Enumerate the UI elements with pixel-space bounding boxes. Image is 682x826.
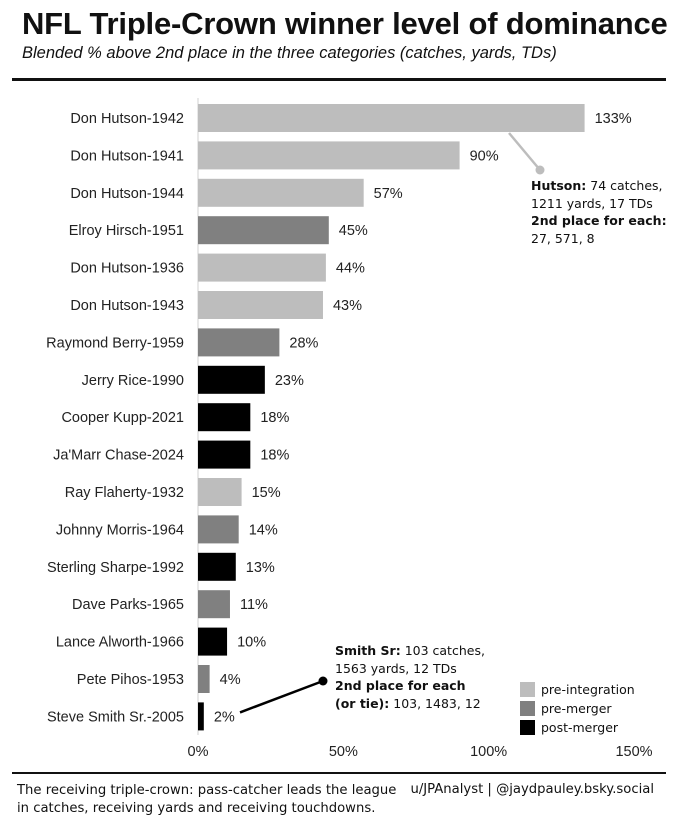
x-tick-label-100: 100%	[470, 744, 507, 760]
bar-elroy-hirsch-1951	[198, 216, 329, 245]
bar-don-hutson-1943	[198, 291, 323, 319]
x-tick-label-150: 150%	[615, 744, 652, 760]
value-label-sterling-sharpe-1992: 13%	[246, 560, 275, 576]
bar-cooper-kupp-2021	[198, 403, 251, 432]
annotation-hutson-marker	[535, 165, 545, 175]
value-label-dave-parks-1965: 11%	[240, 597, 268, 613]
annotation-smith-marker	[318, 676, 328, 686]
value-label-don-hutson-1936: 44%	[336, 261, 365, 277]
bar-don-hutson-1944	[198, 178, 364, 207]
category-label-dave-parks-1965: Dave Parks-1965	[72, 597, 184, 613]
legend-label-pre-merger: pre-merger	[541, 701, 612, 716]
value-label-lance-alworth-1966: 10%	[237, 635, 266, 651]
bar-sterling-sharpe-1992	[198, 552, 236, 581]
value-label-cooper-kupp-2021: 18%	[260, 410, 289, 426]
legend-swatch-post-merger	[520, 720, 535, 735]
bar-pete-pihos-1953	[198, 665, 210, 693]
value-label-don-hutson-1944: 57%	[374, 186, 403, 202]
category-label-lance-alworth-1966: Lance Alworth-1966	[56, 635, 184, 651]
annotation-smith-text2: 103, 1483, 12	[389, 695, 481, 711]
annotation-hutson-bold1: Hutson:	[531, 178, 587, 193]
footer-divider	[12, 772, 666, 774]
annotation-smith-text1: 103 catches, 1563 yards, 12 TDs	[335, 643, 485, 676]
legend-item-post-merger: post-merger	[520, 718, 635, 737]
annotation-smith-bold1: Smith Sr:	[335, 643, 401, 658]
annotation-smith: Smith Sr: 103 catches, 1563 yards, 12 TD…	[335, 642, 490, 712]
category-label-don-hutson-1943: Don Hutson-1943	[70, 298, 184, 314]
category-label-sterling-sharpe-1992: Sterling Sharpe-1992	[47, 560, 184, 576]
legend-label-post-merger: post-merger	[541, 720, 619, 735]
bar-ray-flaherty-1932	[198, 478, 242, 506]
category-label-don-hutson-1941: Don Hutson-1941	[70, 148, 184, 164]
bar-steve-smith-sr-2005	[198, 702, 204, 731]
footer-credit: u/JPAnalyst | @jaydpauley.bsky.social	[410, 782, 654, 797]
value-label-don-hutson-1942: 133%	[595, 111, 632, 127]
category-label-steve-smith-sr-2005: Steve Smith Sr.-2005	[47, 709, 184, 725]
bar-don-hutson-1942	[198, 104, 585, 132]
category-label-raymond-berry-1959: Raymond Berry-1959	[46, 335, 184, 351]
legend-swatch-pre-merger	[520, 701, 535, 716]
x-tick-label-0: 0%	[188, 744, 209, 760]
legend-item-pre-merger: pre-merger	[520, 699, 635, 718]
annotation-hutson-connector	[508, 132, 541, 171]
category-label-elroy-hirsch-1951: Elroy Hirsch-1951	[69, 223, 184, 239]
annotation-smith-connector	[239, 679, 324, 714]
legend-item-pre-integration: pre-integration	[520, 680, 635, 699]
category-label-don-hutson-1936: Don Hutson-1936	[70, 261, 184, 277]
bar-don-hutson-1936	[198, 253, 326, 282]
value-label-don-hutson-1943: 43%	[333, 298, 362, 314]
category-label-don-hutson-1942: Don Hutson-1942	[70, 111, 184, 127]
annotation-smith-bold2: 2nd place for each (or tie):	[335, 678, 466, 711]
category-label-don-hutson-1944: Don Hutson-1944	[70, 186, 184, 202]
value-label-ja-marr-chase-2024: 18%	[260, 448, 289, 464]
x-tick-label-50: 50%	[329, 744, 358, 760]
category-label-jerry-rice-1990: Jerry Rice-1990	[82, 373, 184, 389]
annotation-hutson-bold2: 2nd place for each:	[531, 213, 667, 228]
category-label-pete-pihos-1953: Pete Pihos-1953	[77, 672, 184, 688]
value-label-steve-smith-sr-2005: 2%	[214, 709, 235, 725]
bar-lance-alworth-1966	[198, 627, 228, 656]
value-label-pete-pihos-1953: 4%	[220, 672, 241, 688]
header-divider	[12, 78, 666, 81]
value-label-raymond-berry-1959: 28%	[289, 335, 318, 351]
annotation-hutson: Hutson: 74 catches, 1211 yards, 17 TDs 2…	[531, 177, 671, 247]
annotation-hutson-text2: 27, 571, 8	[531, 230, 595, 246]
chart-title: NFL Triple-Crown winner level of dominan…	[22, 6, 668, 41]
bar-raymond-berry-1959	[198, 328, 280, 357]
value-label-don-hutson-1941: 90%	[470, 148, 499, 164]
value-label-elroy-hirsch-1951: 45%	[339, 223, 368, 239]
legend-swatch-pre-integration	[520, 682, 535, 697]
bar-dave-parks-1965	[198, 590, 230, 619]
bar-johnny-morris-1964	[198, 515, 239, 544]
category-label-ja-marr-chase-2024: Ja'Marr Chase-2024	[53, 448, 184, 464]
bar-chart: Don Hutson-1942 133% Don Hutson-1941 90% Don…	[46, 98, 653, 760]
value-label-jerry-rice-1990: 23%	[275, 373, 304, 389]
bar-ja-marr-chase-2024	[198, 440, 251, 469]
value-label-ray-flaherty-1932: 15%	[252, 485, 281, 501]
chart-subtitle: Blended % above 2nd place in the three c…	[22, 44, 557, 62]
annotation-hutson-text1: 74 catches, 1211 yards, 17 TDs	[531, 178, 663, 211]
category-label-cooper-kupp-2021: Cooper Kupp-2021	[61, 410, 184, 426]
footer-note: The receiving triple-crown: pass-catcher…	[17, 783, 397, 816]
value-label-johnny-morris-1964: 14%	[249, 522, 278, 538]
category-label-ray-flaherty-1932: Ray Flaherty-1932	[65, 485, 184, 501]
legend-label-pre-integration: pre-integration	[541, 682, 635, 697]
chart-legend: pre-integration pre-merger post-merger	[520, 680, 635, 737]
category-label-johnny-morris-1964: Johnny Morris-1964	[56, 522, 184, 538]
bar-jerry-rice-1990	[198, 365, 265, 394]
bar-don-hutson-1941	[198, 141, 460, 170]
